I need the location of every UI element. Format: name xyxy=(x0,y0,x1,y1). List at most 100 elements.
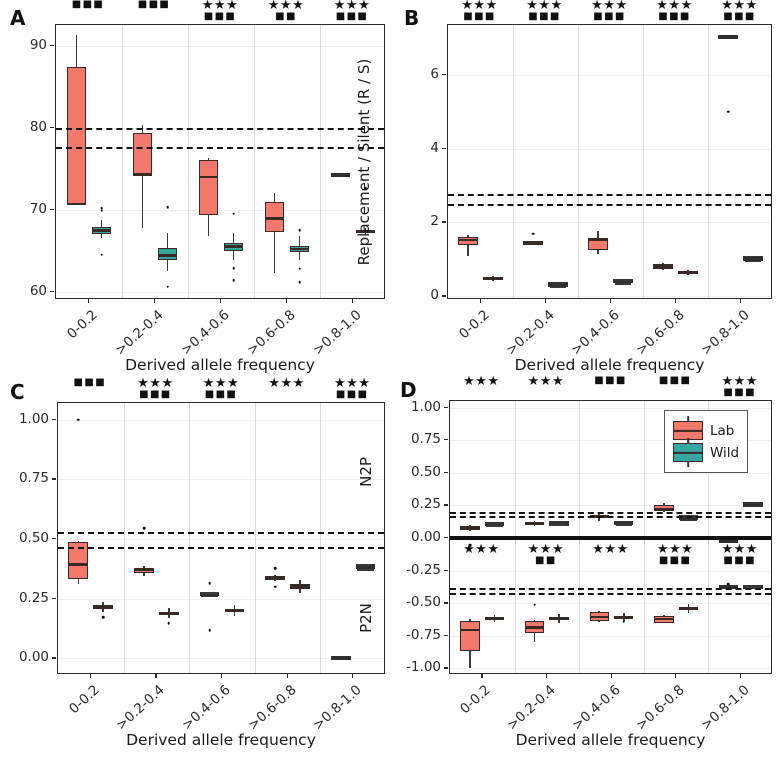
x-tick-mark xyxy=(155,674,157,678)
outlier-point xyxy=(77,418,80,421)
y-tick-mark xyxy=(52,478,56,480)
y-tick-mark xyxy=(444,569,448,571)
significance-squares: ■■■ xyxy=(723,11,756,23)
reference-dashed-line xyxy=(58,547,384,550)
significance-marker: ■■■ xyxy=(138,0,171,10)
outlier-point xyxy=(100,206,103,210)
gridline xyxy=(58,419,384,421)
y-tick-mark xyxy=(50,208,54,210)
y-tick-label: 80 xyxy=(29,118,47,135)
significance-marker: ★★★ ■■■ xyxy=(526,0,562,22)
flat-box xyxy=(330,656,351,661)
y-tick-label: -0.25 xyxy=(406,561,441,578)
significance-marker: ★★★ ■■■ xyxy=(656,0,692,22)
gridline xyxy=(450,603,771,605)
significance-stars: ★★★ xyxy=(463,374,500,389)
significance-stars: ★★★ xyxy=(137,376,174,391)
significance-marker: ★★★ ■■■ xyxy=(334,0,370,22)
whisker-cap xyxy=(615,523,632,526)
y-tick-mark xyxy=(444,537,448,539)
y-tick-mark xyxy=(444,504,448,506)
legend-item[interactable]: Lab xyxy=(673,416,739,445)
x-tick-mark xyxy=(610,674,612,678)
box xyxy=(264,202,285,232)
y-tick-mark xyxy=(442,73,446,76)
median-line xyxy=(549,616,569,620)
gridline xyxy=(58,658,384,660)
x-axis-label: Derived allele frequency xyxy=(125,356,315,374)
panel-letter-c: C xyxy=(10,380,25,404)
outlier-point xyxy=(208,628,211,632)
significance-stars: ★★★ xyxy=(461,0,498,13)
facet-divider xyxy=(254,403,256,673)
y-tick-mark xyxy=(52,597,56,599)
y-axis-label-p2n: P2N xyxy=(357,602,375,633)
gridline xyxy=(450,505,771,507)
box xyxy=(157,248,178,260)
y-tick-mark xyxy=(50,290,54,293)
x-tick-mark xyxy=(479,299,481,303)
outlier-point xyxy=(166,205,169,209)
reference-dashed-line xyxy=(448,193,771,196)
legend-swatch xyxy=(673,438,703,467)
whisker-line xyxy=(141,125,144,228)
y-tick-label: 4 xyxy=(430,139,439,156)
significance-marker: ★★★ xyxy=(528,375,564,389)
gridline xyxy=(56,45,384,47)
flat-box xyxy=(330,173,351,178)
plot-area-a xyxy=(55,24,385,299)
median-line xyxy=(355,230,376,234)
median-line xyxy=(134,568,154,572)
whisker-cap xyxy=(615,521,632,524)
y-tick-mark xyxy=(52,657,56,659)
outlier-point xyxy=(166,285,169,289)
y-tick-label: -0.50 xyxy=(406,594,441,611)
y-tick-mark xyxy=(52,418,56,420)
significance-squares: ■■■ xyxy=(335,389,369,401)
y-tick-label: 0.25 xyxy=(18,589,49,606)
reference-dashed-line xyxy=(450,592,771,595)
facet-divider xyxy=(320,403,322,673)
gridline xyxy=(450,440,771,442)
gridline xyxy=(58,479,384,481)
legend-median xyxy=(674,429,702,432)
whisker-cap xyxy=(551,521,568,524)
median-line xyxy=(290,585,310,588)
significance-squares: ■■■ xyxy=(658,11,691,23)
y-tick-label: 60 xyxy=(29,282,47,299)
significance-stars: ★★★ xyxy=(333,0,371,13)
significance-stars: ★★★ xyxy=(201,0,239,13)
outlier-point xyxy=(208,581,211,585)
significance-squares: ■■■ xyxy=(723,555,756,567)
gridline xyxy=(450,407,771,409)
significance-marker: ★★★ ■■ xyxy=(528,543,564,566)
facet-divider xyxy=(513,25,514,298)
gridline xyxy=(448,148,771,150)
significance-squares: ■■■ xyxy=(137,0,171,10)
median-line xyxy=(157,254,178,257)
gridline xyxy=(58,598,384,600)
significance-stars: ★★★ xyxy=(721,542,758,557)
gridline xyxy=(56,209,384,211)
significance-stars: ★★★ xyxy=(333,376,371,391)
whisker-cap xyxy=(680,519,697,522)
gridline xyxy=(58,539,384,540)
box xyxy=(132,132,153,176)
x-tick-mark xyxy=(352,674,354,678)
legend-label: Wild xyxy=(710,444,740,461)
significance-marker: ★★★ xyxy=(463,543,499,557)
whisker-cap xyxy=(486,524,503,527)
significance-stars: ★★★ xyxy=(591,0,628,13)
whisker-line xyxy=(467,235,469,257)
whisker-cap xyxy=(486,522,503,525)
whisker-cap xyxy=(680,515,697,517)
x-tick-mark xyxy=(88,299,90,303)
significance-squares: ■■ xyxy=(275,11,297,23)
legend-whisker-bottom xyxy=(687,461,689,467)
whisker-cap xyxy=(357,569,374,571)
x-tick-mark xyxy=(220,299,222,303)
outlier-point xyxy=(167,621,171,625)
panel-letter-d: D xyxy=(400,378,417,402)
legend-item[interactable]: Wild xyxy=(673,438,740,467)
x-tick-mark xyxy=(544,299,546,303)
